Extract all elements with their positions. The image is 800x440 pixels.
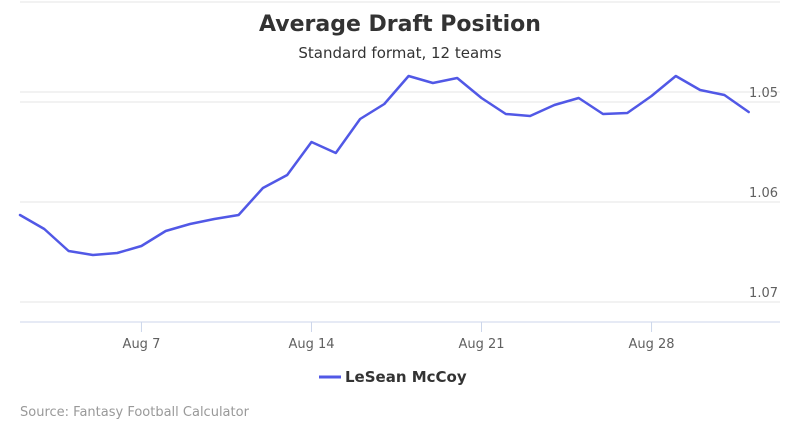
- series-line[interactable]: [18, 74, 750, 257]
- chart-subtitle: Standard format, 12 teams: [298, 44, 501, 62]
- x-axis: Aug 7 Aug 14 Aug 21 Aug 28: [20, 321, 780, 352]
- legend-item-label[interactable]: LeSean McCoy: [345, 368, 467, 386]
- y-tick-label: 1.07: [749, 286, 778, 301]
- y-axis: 1.05 1.06 1.07: [749, 86, 778, 301]
- x-tick-label: Aug 7: [123, 337, 161, 352]
- x-tick-label: Aug 21: [458, 337, 504, 352]
- credits[interactable]: Source: Fantasy Football Calculator: [20, 405, 250, 420]
- y-tick-label: 1.05: [749, 86, 778, 101]
- grid: [20, 1, 780, 303]
- x-tick-label: Aug 28: [629, 337, 675, 352]
- chart-title: Average Draft Position: [259, 12, 541, 37]
- plot-area: [18, 74, 750, 257]
- x-tick-label: Aug 14: [288, 337, 334, 352]
- legend[interactable]: LeSean McCoy: [319, 368, 467, 386]
- y-tick-label: 1.06: [749, 186, 778, 201]
